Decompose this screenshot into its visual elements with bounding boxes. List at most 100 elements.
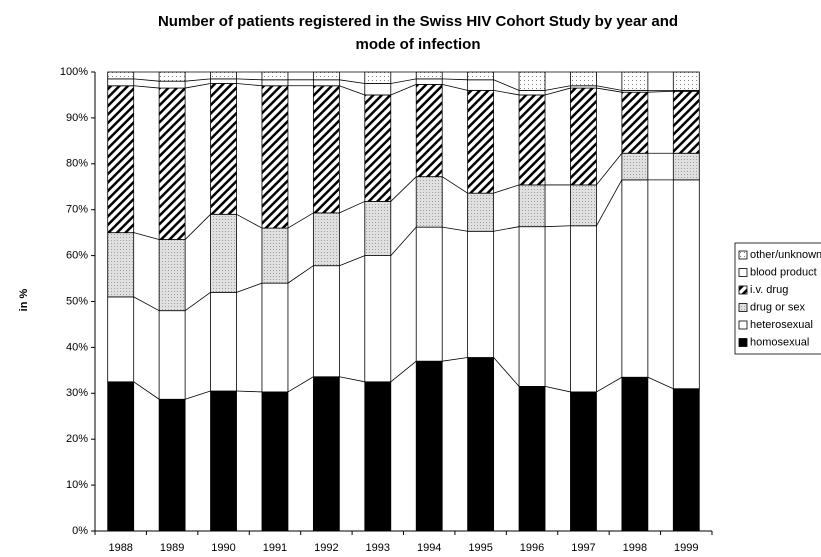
bar-segment <box>467 79 495 91</box>
bar-segment <box>621 376 649 532</box>
bar-segment <box>518 94 546 186</box>
bar-segment <box>415 83 443 178</box>
bar-segment <box>621 179 649 378</box>
x-tick-label: 1990 <box>211 542 235 554</box>
series-connector <box>287 212 314 229</box>
bar-segment <box>312 212 340 267</box>
x-tick-label: 1994 <box>417 542 441 554</box>
series-connector <box>184 214 211 240</box>
x-tick-label: 1993 <box>366 542 390 554</box>
bar-segment <box>570 184 597 227</box>
legend-swatch <box>738 303 748 312</box>
series-connector <box>339 85 365 96</box>
bar-segment <box>312 376 340 532</box>
bar-segment <box>210 390 237 532</box>
bar-segment <box>158 87 186 240</box>
bar-segment <box>518 71 546 91</box>
series-connector <box>339 376 365 383</box>
y-tick-label: 100% <box>60 66 88 78</box>
bar-segment <box>415 226 443 362</box>
bar-segment <box>415 78 443 85</box>
y-tick-label: 60% <box>66 250 88 262</box>
bar-segment <box>364 201 392 257</box>
bar-segment <box>210 71 237 80</box>
bar-segment <box>107 381 135 532</box>
x-tick-label: 1991 <box>263 542 287 554</box>
bar-segment <box>158 239 186 312</box>
bar-segment <box>570 87 597 186</box>
series-connector <box>339 79 365 84</box>
bar-segment <box>672 179 700 390</box>
series-connector <box>339 255 365 267</box>
bar-segment <box>158 310 186 400</box>
bar-segment <box>312 265 340 378</box>
y-tick-label: 10% <box>66 479 88 491</box>
series-connector <box>493 89 520 96</box>
series-connector <box>133 296 160 312</box>
x-tick-label: 1989 <box>160 542 184 554</box>
y-axis-label: in % <box>18 288 30 311</box>
series-connector <box>442 78 468 81</box>
series-connector <box>390 226 417 256</box>
series-connector <box>442 357 468 362</box>
series-connector <box>493 79 520 91</box>
bar-segment <box>364 94 392 202</box>
bar-segment <box>672 388 700 532</box>
y-tick-label: 50% <box>66 295 88 307</box>
bar-segment <box>467 230 495 358</box>
bar-segment <box>518 226 546 387</box>
series-connector <box>544 87 571 96</box>
bar-segment <box>518 184 546 228</box>
legend-swatch <box>738 338 748 347</box>
x-tick-label: 1997 <box>571 542 595 554</box>
series-connector <box>287 265 314 284</box>
bar-segment <box>518 386 546 532</box>
legend-label: other/unknown <box>750 249 821 261</box>
bar-segment <box>210 213 237 293</box>
y-tick-label: 80% <box>66 158 88 170</box>
bar-segment <box>621 91 649 154</box>
bar-segment <box>518 89 546 96</box>
series-connector <box>185 390 211 400</box>
legend-label: i.v. drug <box>750 284 788 296</box>
legend-swatch <box>738 268 748 277</box>
bar-segment <box>158 398 186 532</box>
legend-swatch <box>738 285 748 295</box>
legend-swatch <box>738 320 748 330</box>
bar-segment <box>312 79 340 87</box>
x-tick-label: 1998 <box>623 542 647 554</box>
bar-segment <box>467 192 495 232</box>
bar-segment <box>621 71 649 91</box>
series-connector <box>133 78 160 82</box>
series-connector <box>390 84 417 96</box>
series-connector <box>596 376 623 393</box>
bar-segment <box>210 83 237 215</box>
series-connector <box>596 179 623 226</box>
y-tick-label: 70% <box>66 204 88 216</box>
series-connector <box>596 85 622 91</box>
series-connector <box>647 376 674 390</box>
series-connector <box>184 291 211 312</box>
series-connector <box>596 152 623 186</box>
series-connector <box>493 184 520 194</box>
series-connector <box>236 282 263 293</box>
bar-segment <box>107 71 135 80</box>
x-tick-label: 1992 <box>314 542 338 554</box>
bar-segment <box>672 90 700 154</box>
bar-segment <box>672 71 700 91</box>
legend-swatch <box>738 250 748 260</box>
series-connector <box>544 386 571 393</box>
series-connector <box>133 85 160 89</box>
series-connector <box>185 78 211 82</box>
bar-segment <box>261 227 289 284</box>
legend-label: drug or sex <box>750 301 806 313</box>
legend-box <box>734 242 821 355</box>
bar-segment <box>210 291 237 392</box>
bar-segment <box>415 176 443 228</box>
y-tick-label: 20% <box>66 433 88 445</box>
bar-segment <box>415 360 443 532</box>
bar-segment <box>158 80 186 89</box>
bar-segment <box>210 78 237 84</box>
bar-segment <box>467 89 495 194</box>
